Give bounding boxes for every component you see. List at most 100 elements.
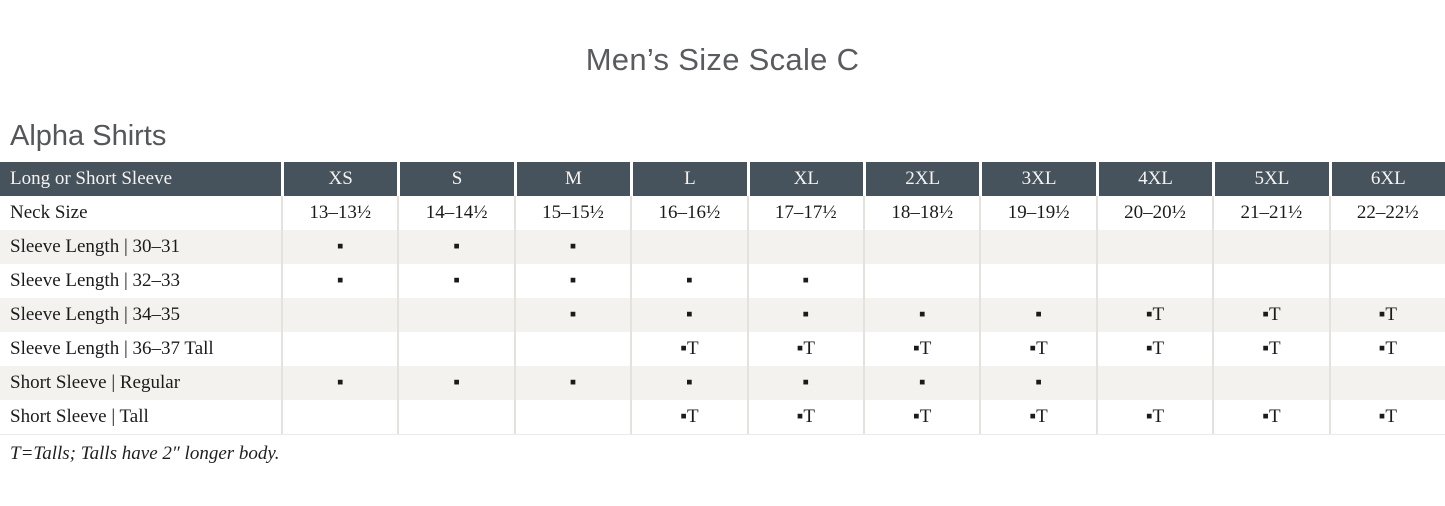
row-label-cell: Sleeve Length | 36–37 Tall bbox=[0, 332, 281, 366]
size-cell: 17–17½ bbox=[746, 196, 863, 230]
size-cell: ▪T bbox=[1095, 400, 1213, 434]
size-cell: 20–20½ bbox=[1095, 196, 1213, 230]
table-row: Short Sleeve | Tall ▪T ▪T ▪T ▪T ▪T ▪T ▪T bbox=[0, 400, 1445, 434]
size-cell: 19–19½ bbox=[979, 196, 1096, 230]
size-cell bbox=[1328, 264, 1445, 298]
size-cell: ▪ bbox=[746, 264, 863, 298]
size-cell: ▪T bbox=[1212, 400, 1329, 434]
size-cell bbox=[1212, 264, 1329, 298]
size-cell: 16–16½ bbox=[630, 196, 747, 230]
size-cell bbox=[1095, 366, 1213, 400]
size-cell: ▪ bbox=[630, 264, 747, 298]
size-cell: ▪ bbox=[630, 366, 747, 400]
size-cell: ▪ bbox=[281, 230, 398, 264]
size-header-cell: 4XL bbox=[1095, 162, 1213, 196]
size-header-cell: 5XL bbox=[1212, 162, 1329, 196]
table-row: Sleeve Length | 36–37 Tall ▪T ▪T ▪T ▪T ▪T ▪T ▪T bbox=[0, 332, 1445, 366]
size-cell bbox=[1212, 230, 1329, 264]
size-cell: ▪ bbox=[863, 366, 980, 400]
size-cell: ▪ bbox=[397, 366, 514, 400]
size-header-cell: XS bbox=[281, 162, 398, 196]
row-label-cell: Neck Size bbox=[0, 196, 281, 230]
section-heading: Alpha Shirts bbox=[10, 120, 167, 152]
table-row: Sleeve Length | 30–31 ▪ ▪ ▪ bbox=[0, 230, 1445, 264]
size-cell: 15–15½ bbox=[513, 196, 631, 230]
size-cell: ▪T bbox=[979, 400, 1096, 434]
corner-header-cell: Long or Short Sleeve bbox=[0, 162, 281, 196]
size-table: Long or Short Sleeve XS S M L XL 2XL 3XL 4XL 5XL… bbox=[0, 162, 1445, 435]
size-header-cell: M bbox=[513, 162, 631, 196]
row-label-cell: Sleeve Length | 34–35 bbox=[0, 298, 281, 332]
row-label-cell: Sleeve Length | 32–33 bbox=[0, 264, 281, 298]
table-row: Short Sleeve | Regular ▪ ▪ ▪ ▪ ▪ ▪ ▪ bbox=[0, 366, 1445, 400]
size-cell bbox=[630, 230, 747, 264]
size-cell bbox=[281, 332, 398, 366]
size-cell: 18–18½ bbox=[863, 196, 980, 230]
size-cell bbox=[281, 400, 398, 434]
size-cell: ▪T bbox=[746, 332, 863, 366]
size-cell bbox=[746, 230, 863, 264]
size-cell: ▪ bbox=[513, 264, 631, 298]
size-header-cell: S bbox=[397, 162, 514, 196]
size-cell: ▪ bbox=[513, 298, 631, 332]
size-header-cell: 6XL bbox=[1328, 162, 1445, 196]
size-cell: ▪ bbox=[513, 230, 631, 264]
footnote: T=Talls; Talls have 2″ longer body. bbox=[10, 443, 280, 464]
size-header-cell: XL bbox=[746, 162, 863, 196]
size-cell bbox=[1212, 366, 1329, 400]
size-cell bbox=[863, 264, 980, 298]
size-header-cell: L bbox=[630, 162, 747, 196]
row-label-cell: Short Sleeve | Regular bbox=[0, 366, 281, 400]
size-cell bbox=[1328, 230, 1445, 264]
size-cell: ▪ bbox=[397, 264, 514, 298]
size-cell: 22–22½ bbox=[1328, 196, 1445, 230]
size-cell bbox=[1095, 264, 1213, 298]
size-cell bbox=[281, 298, 398, 332]
size-cell: ▪ bbox=[281, 264, 398, 298]
size-cell bbox=[397, 298, 514, 332]
row-label-cell: Sleeve Length | 30–31 bbox=[0, 230, 281, 264]
size-cell: ▪ bbox=[863, 298, 980, 332]
size-cell: ▪T bbox=[630, 332, 747, 366]
size-cell: ▪ bbox=[979, 298, 1096, 332]
size-cell: 14–14½ bbox=[397, 196, 514, 230]
size-cell bbox=[513, 400, 631, 434]
size-cell bbox=[1328, 366, 1445, 400]
size-cell: ▪T bbox=[863, 400, 980, 434]
size-cell: ▪T bbox=[746, 400, 863, 434]
size-cell bbox=[397, 400, 514, 434]
size-header-cell: 2XL bbox=[863, 162, 980, 196]
size-cell: 13–13½ bbox=[281, 196, 398, 230]
size-cell: ▪T bbox=[1328, 298, 1445, 332]
size-cell bbox=[1095, 230, 1213, 264]
size-cell bbox=[397, 332, 514, 366]
size-cell: ▪ bbox=[397, 230, 514, 264]
size-cell: ▪T bbox=[863, 332, 980, 366]
size-cell bbox=[979, 230, 1096, 264]
size-cell: ▪ bbox=[513, 366, 631, 400]
table-row: Sleeve Length | 34–35 ▪ ▪ ▪ ▪ ▪ ▪T ▪T ▪T bbox=[0, 298, 1445, 332]
size-cell: ▪ bbox=[746, 298, 863, 332]
row-label-cell: Short Sleeve | Tall bbox=[0, 400, 281, 434]
size-cell: ▪T bbox=[1095, 298, 1213, 332]
size-cell bbox=[979, 264, 1096, 298]
size-cell: ▪T bbox=[1095, 332, 1213, 366]
size-cell bbox=[513, 332, 631, 366]
size-cell: ▪T bbox=[1328, 332, 1445, 366]
table-row: Sleeve Length | 32–33 ▪ ▪ ▪ ▪ ▪ bbox=[0, 264, 1445, 298]
table-header-row: Long or Short Sleeve XS S M L XL 2XL 3XL 4XL 5XL… bbox=[0, 162, 1445, 196]
table-row: Neck Size 13–13½ 14–14½ 15–15½ 16–16½ 17–17½ 1… bbox=[0, 196, 1445, 230]
size-cell: ▪T bbox=[1328, 400, 1445, 434]
size-cell: ▪T bbox=[1212, 332, 1329, 366]
size-cell: ▪ bbox=[979, 366, 1096, 400]
size-cell: 21–21½ bbox=[1212, 196, 1329, 230]
size-cell: ▪T bbox=[979, 332, 1096, 366]
size-cell bbox=[863, 230, 980, 264]
size-cell: ▪ bbox=[630, 298, 747, 332]
size-cell: ▪ bbox=[746, 366, 863, 400]
size-cell: ▪ bbox=[281, 366, 398, 400]
size-cell: ▪T bbox=[1212, 298, 1329, 332]
page-title: Men’s Size Scale C bbox=[585, 42, 860, 77]
size-cell: ▪T bbox=[630, 400, 747, 434]
size-header-cell: 3XL bbox=[979, 162, 1096, 196]
